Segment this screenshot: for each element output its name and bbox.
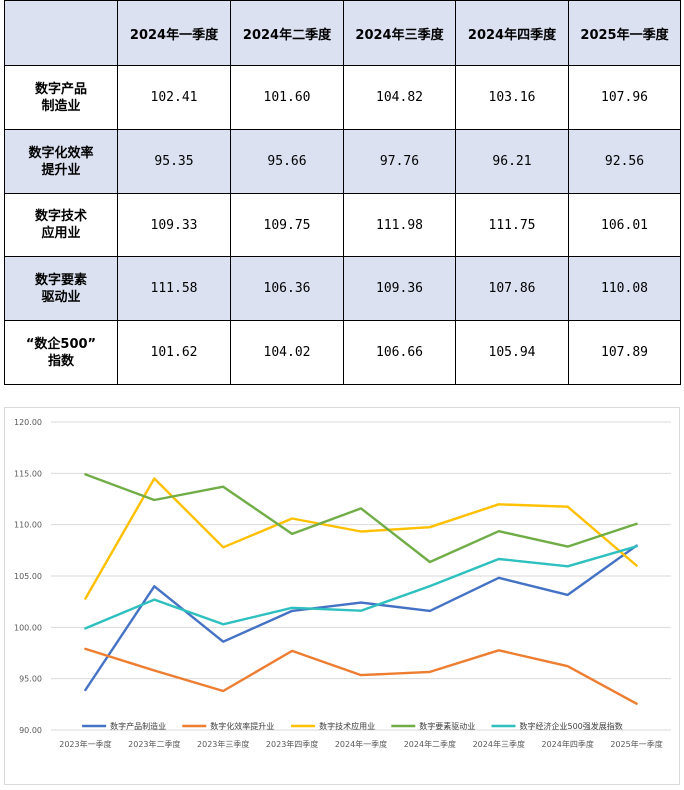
- row-header-line: 制造业: [41, 98, 81, 114]
- table-cell: 106.01: [568, 193, 681, 257]
- row-header-line: 数字技术: [34, 209, 87, 224]
- table-cell: 102.41: [117, 65, 231, 130]
- table-cell: 103.16: [455, 65, 569, 130]
- y-tick-label: 100.00: [14, 623, 42, 632]
- y-tick-label: 120.00: [14, 418, 42, 427]
- series-line: [84, 647, 638, 705]
- table-cell: 95.66: [230, 129, 344, 194]
- table-corner-cell: [4, 0, 118, 66]
- row-header: “数企500” 指数: [4, 320, 118, 385]
- table-cell: 111.98: [343, 193, 456, 257]
- table-row: 数字化效率 提升业 95.35 95.66 97.76 96.21 92.56: [4, 129, 681, 194]
- row-header: 数字化效率 提升业: [4, 129, 118, 194]
- row-header-line: 提升业: [41, 162, 81, 178]
- column-header: 2024年三季度: [343, 0, 456, 66]
- x-tick-label: 2025年一季度: [610, 739, 662, 749]
- table-row: 数字要素 驱动业 111.58 106.36 109.36 107.86 110.…: [4, 256, 681, 321]
- y-tick-label: 95.00: [19, 675, 42, 684]
- row-header: 数字技术 应用业: [4, 193, 118, 257]
- row-header-line: 数字化效率: [28, 145, 94, 161]
- table-cell: 107.96: [568, 65, 681, 130]
- legend-label: 数字要素驱动业: [419, 721, 475, 731]
- legend-label: 数字产品制造业: [110, 721, 166, 731]
- row-header-line: 数字要素: [34, 272, 87, 288]
- row-header-line: “数企500”: [25, 336, 97, 352]
- line-chart: 90.00 95.00 100.00 105.00 110.00 115.00 120.00…: [14, 418, 671, 749]
- x-tick-label: 2023年三季度: [197, 739, 249, 749]
- index-table: 2024年一季度 2024年二季度 2024年三季度 2024年四季度 2025…: [4, 0, 681, 385]
- table-cell: 109.75: [230, 193, 344, 257]
- series-line: [84, 544, 638, 692]
- table-cell: 104.82: [343, 65, 456, 130]
- y-tick-label: 105.00: [14, 572, 42, 581]
- series-line: [84, 545, 638, 630]
- table-cell: 96.21: [455, 129, 569, 194]
- table-header-row: 2024年一季度 2024年二季度 2024年三季度 2024年四季度 2025…: [4, 0, 681, 66]
- table-cell: 109.33: [117, 193, 231, 257]
- x-tick-label: 2023年一季度: [59, 739, 111, 749]
- row-header-line: 应用业: [41, 226, 81, 241]
- x-tick-label: 2024年一季度: [335, 739, 387, 749]
- line-chart-frame: 90.00 95.00 100.00 105.00 110.00 115.00 120.00…: [4, 407, 680, 785]
- row-header: 数字产品 制造业: [4, 65, 118, 130]
- row-header: 数字要素 驱动业: [4, 256, 118, 321]
- row-header-line: 数字产品: [34, 81, 87, 97]
- table-cell: 104.02: [230, 320, 344, 385]
- table-cell: 107.89: [568, 320, 681, 385]
- row-header-line: 指数: [47, 353, 74, 369]
- column-header: 2024年四季度: [455, 0, 569, 66]
- legend-label: 数字经济企业500强发展指数: [520, 721, 623, 731]
- table-cell: 109.36: [343, 256, 456, 321]
- table-cell: 110.08: [568, 256, 681, 321]
- x-tick-label: 2024年三季度: [473, 739, 525, 749]
- table-row: 数字产品 制造业 102.41 101.60 104.82 103.16 107.…: [4, 65, 681, 130]
- table-cell: 106.36: [230, 256, 344, 321]
- series-line: [84, 473, 638, 564]
- table-row: “数企500” 指数 101.62 104.02 106.66 105.94 10…: [4, 320, 681, 385]
- table-cell: 101.62: [117, 320, 231, 385]
- legend-label: 数字技术应用业: [319, 721, 375, 731]
- x-tick-label: 2024年二季度: [404, 739, 456, 749]
- column-header: 2024年二季度: [230, 0, 344, 66]
- x-tick-label: 2024年四季度: [541, 739, 593, 749]
- table-cell: 111.58: [117, 256, 231, 321]
- table-cell: 101.60: [230, 65, 344, 130]
- x-tick-label: 2023年四季度: [266, 739, 318, 749]
- row-header-line: 驱动业: [41, 289, 81, 305]
- legend-label: 数字化效率提升业: [210, 721, 274, 731]
- table-row: 数字技术应用业 109.33 109.75 111.98 111.75 106.…: [4, 193, 681, 257]
- table-cell: 97.76: [343, 129, 456, 194]
- column-header: 2024年一季度: [117, 0, 231, 66]
- table-cell: 107.86: [455, 256, 569, 321]
- y-tick-label: 110.00: [14, 521, 42, 530]
- x-tick-label: 2023年二季度: [128, 739, 180, 749]
- table-cell: 106.66: [343, 320, 456, 385]
- y-tick-label: 90.00: [19, 726, 42, 735]
- column-header: 2025年一季度: [568, 0, 681, 66]
- series-line: [84, 477, 638, 600]
- y-tick-label: 115.00: [14, 469, 42, 478]
- table-cell: 111.75: [455, 193, 569, 257]
- table-cell: 95.35: [117, 129, 231, 194]
- table-cell: 92.56: [568, 129, 681, 194]
- table-cell: 105.94: [455, 320, 569, 385]
